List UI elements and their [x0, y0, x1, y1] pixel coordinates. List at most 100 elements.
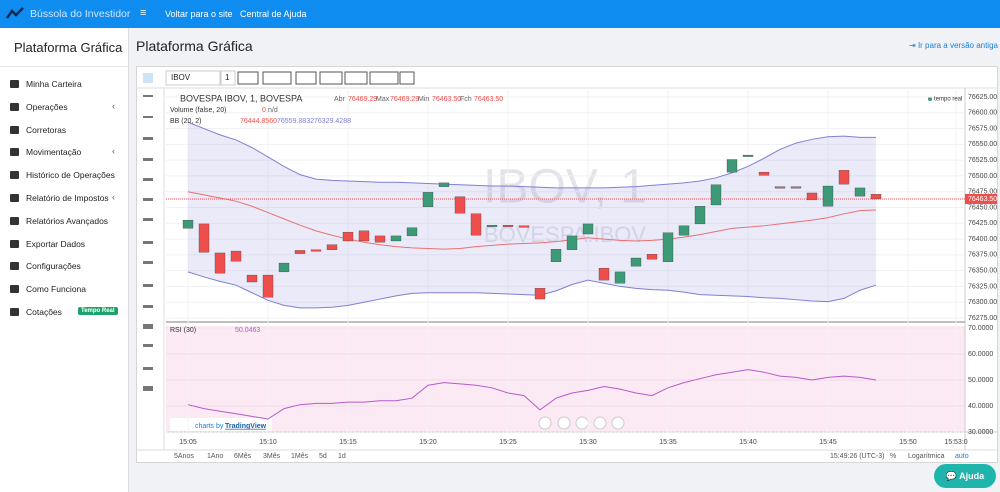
- menu-icon: [10, 102, 19, 111]
- sidebar: Plataforma Gráfica Minha Carteira Operaçõ…: [0, 28, 129, 492]
- status-item[interactable]: Logarítmica: [908, 453, 945, 460]
- legend-rsi: RSI (30): [170, 327, 196, 334]
- legend-value: n/d: [268, 107, 278, 114]
- bb-fill: [188, 122, 876, 308]
- legend-volume: Volume (false, 20): [170, 107, 226, 114]
- menu-item[interactable]: Relatório de Impostos: [26, 193, 109, 203]
- rsi-pane: [166, 326, 965, 432]
- candle: [710, 184, 722, 206]
- y-tick-label: 76275.00: [968, 315, 997, 322]
- range-button[interactable]: 1d: [338, 453, 346, 460]
- candle: [790, 186, 802, 189]
- legend-value: 50.0463: [235, 327, 260, 334]
- attribution: charts by: [195, 423, 224, 430]
- candle: [630, 257, 642, 267]
- y-tick-label: 76350.00: [968, 267, 997, 274]
- menu-arrow: ‹: [112, 100, 115, 111]
- y-tick-label: 76575.00: [968, 125, 997, 132]
- range-button[interactable]: 1Ano: [207, 453, 223, 460]
- menu-item[interactable]: Cotações: [26, 307, 62, 317]
- help-text[interactable]: Ajuda: [959, 471, 985, 481]
- y-tick-label: 76625.00: [968, 94, 997, 101]
- x-tick-label: 15:20: [419, 439, 437, 446]
- nav-link[interactable]: Central de Ajuda: [240, 9, 307, 19]
- candle: [262, 274, 274, 298]
- range-button[interactable]: 1Mês: [291, 453, 309, 460]
- candle: [294, 250, 306, 254]
- y-tick-label: 76400.00: [968, 236, 997, 243]
- candle: [582, 223, 594, 235]
- candle: [422, 192, 434, 208]
- status-item[interactable]: auto: [955, 453, 969, 460]
- menu-item[interactable]: Histórico de Operações: [26, 170, 115, 181]
- candle: [694, 206, 706, 225]
- range-button[interactable]: 5Anos: [174, 453, 194, 460]
- ohlc-value: 76469.29: [348, 96, 377, 103]
- range-button[interactable]: 3Mês: [263, 453, 281, 460]
- bb-line: [187, 271, 877, 309]
- menu-icon: [10, 148, 19, 157]
- candle: [854, 187, 866, 197]
- candle: [518, 225, 530, 228]
- candle: [678, 225, 690, 236]
- menu-item[interactable]: Configurações: [26, 261, 81, 272]
- menu-icon: [10, 239, 19, 248]
- help-button[interactable]: 💬 Ajuda: [934, 464, 996, 488]
- x-tick-label: 15:53:0: [944, 439, 967, 446]
- y-tick-label: 76325.00: [968, 283, 997, 290]
- menu-item[interactable]: Relatórios Avançados: [26, 215, 109, 226]
- top-bar: Bússola do Investidor ≡ Voltar para o si…: [0, 0, 1000, 28]
- range-button[interactable]: 6Mês: [234, 453, 252, 460]
- candle: [470, 213, 482, 236]
- menu-item[interactable]: Minha Carteira: [26, 79, 82, 89]
- menu-icon: [10, 216, 19, 225]
- nav-link[interactable]: Voltar para o site: [165, 9, 233, 19]
- ohlc-value: 76463.50: [432, 96, 461, 103]
- candle: [646, 254, 658, 260]
- status-item[interactable]: %: [890, 453, 896, 460]
- candle: [390, 235, 402, 242]
- ohlc-value: 76463.50: [474, 96, 503, 103]
- candle: [230, 250, 242, 262]
- menu-item[interactable]: Corretoras: [26, 124, 67, 135]
- candle: [566, 235, 578, 250]
- menu-item[interactable]: Movimentação: [26, 147, 82, 158]
- last-price-box: [965, 193, 997, 204]
- candle: [742, 154, 754, 157]
- x-tick-label: 15:05: [179, 439, 197, 446]
- candle: [406, 227, 418, 237]
- live-label: tempo real: [934, 97, 962, 103]
- menu-item[interactable]: Como Funciona: [26, 284, 87, 295]
- y-tick-label: 70.0000: [968, 325, 993, 332]
- old-version-text[interactable]: Ir para a versão antiga: [917, 41, 998, 50]
- range-button[interactable]: 5d: [319, 453, 327, 460]
- attribution-box: [170, 418, 272, 431]
- candle: [550, 249, 562, 262]
- sidebar-title: Plataforma Gráfica: [14, 40, 123, 55]
- x-tick-label: 15:40: [739, 439, 757, 446]
- y-tick-label: 76525.00: [968, 157, 997, 164]
- y-tick-label: 76550.00: [968, 141, 997, 148]
- candle: [310, 249, 322, 252]
- legend-bb: BB (20, 2): [170, 118, 202, 125]
- attribution-link[interactable]: TradingView: [225, 423, 267, 430]
- page-title: Plataforma Gráfica: [136, 38, 253, 54]
- x-tick-label: 15:35: [659, 439, 677, 446]
- menu-item[interactable]: Operações: [26, 101, 68, 112]
- menu-item[interactable]: Exportar Dados: [26, 238, 86, 249]
- legend-title: BOVESPA IBOV, 1, BOVESPA: [180, 93, 302, 103]
- candle: [662, 232, 674, 262]
- x-tick-label: 15:50: [899, 439, 917, 446]
- x-tick-label: 15:30: [579, 439, 597, 446]
- menu-icon: [10, 194, 19, 202]
- symbol-input[interactable]: IBOV: [171, 73, 191, 82]
- brand[interactable]: Bússola do Investidor: [30, 8, 131, 20]
- candle: [502, 225, 514, 227]
- old-version-link[interactable]: ⇥ Ir para a versão antiga: [909, 41, 998, 50]
- badge: Tempo Real: [78, 307, 118, 315]
- candle: [614, 271, 626, 284]
- ohlc-value: 76469.29: [390, 96, 419, 103]
- menu-toggle[interactable]: ≡: [140, 7, 147, 19]
- interval-input[interactable]: 1: [225, 73, 230, 82]
- candle: [726, 159, 738, 173]
